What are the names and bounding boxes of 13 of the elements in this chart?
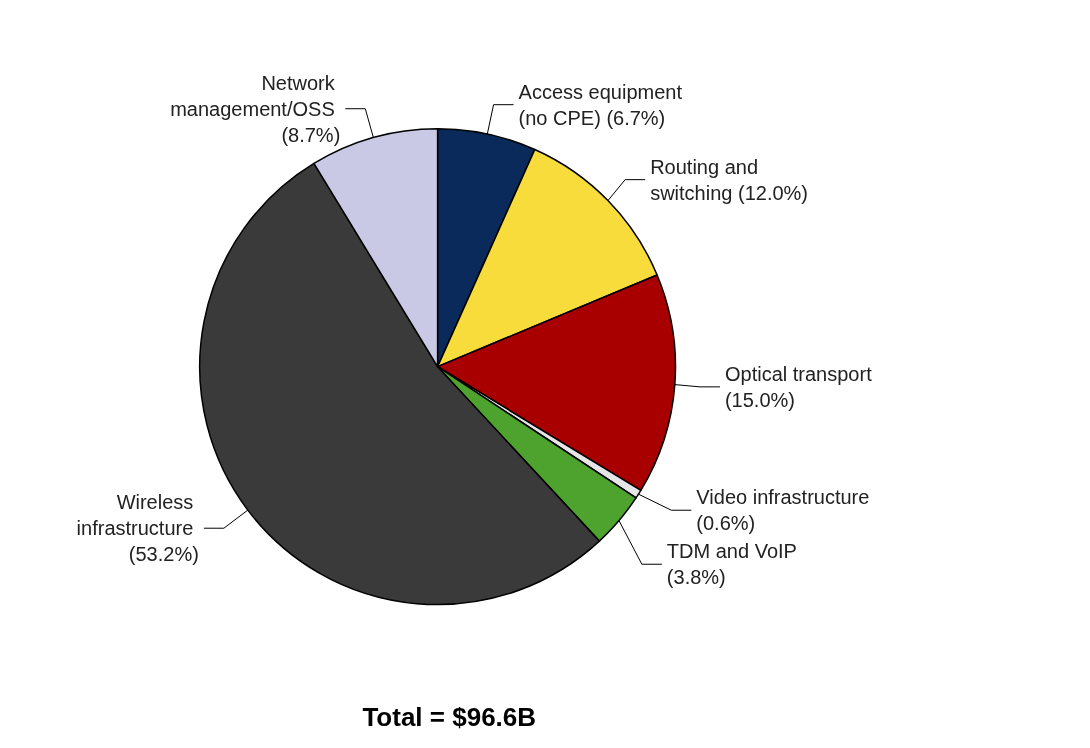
- data-label: (8.7%): [281, 123, 341, 146]
- data-label: (3.8%): [666, 566, 726, 589]
- slice-label: TDM and VoIP: [666, 540, 803, 563]
- data-label: (0.6%): [696, 512, 756, 535]
- text: Total = $96.6B: [362, 702, 537, 732]
- slice-label: Access equipment (no CPE) (6.7%): [518, 80, 688, 129]
- slice-label: Optical transport: [724, 362, 878, 385]
- slice-label: Routing and switching (12.0%): [650, 155, 809, 204]
- slice-label: Video infrastructure: [696, 486, 875, 509]
- data-label: (53.2%): [128, 543, 199, 566]
- slice-label: Wireless infrastructure: [76, 491, 199, 540]
- data-label: (15.0%): [724, 388, 795, 411]
- slice-label: Network management/OSS: [170, 71, 341, 120]
